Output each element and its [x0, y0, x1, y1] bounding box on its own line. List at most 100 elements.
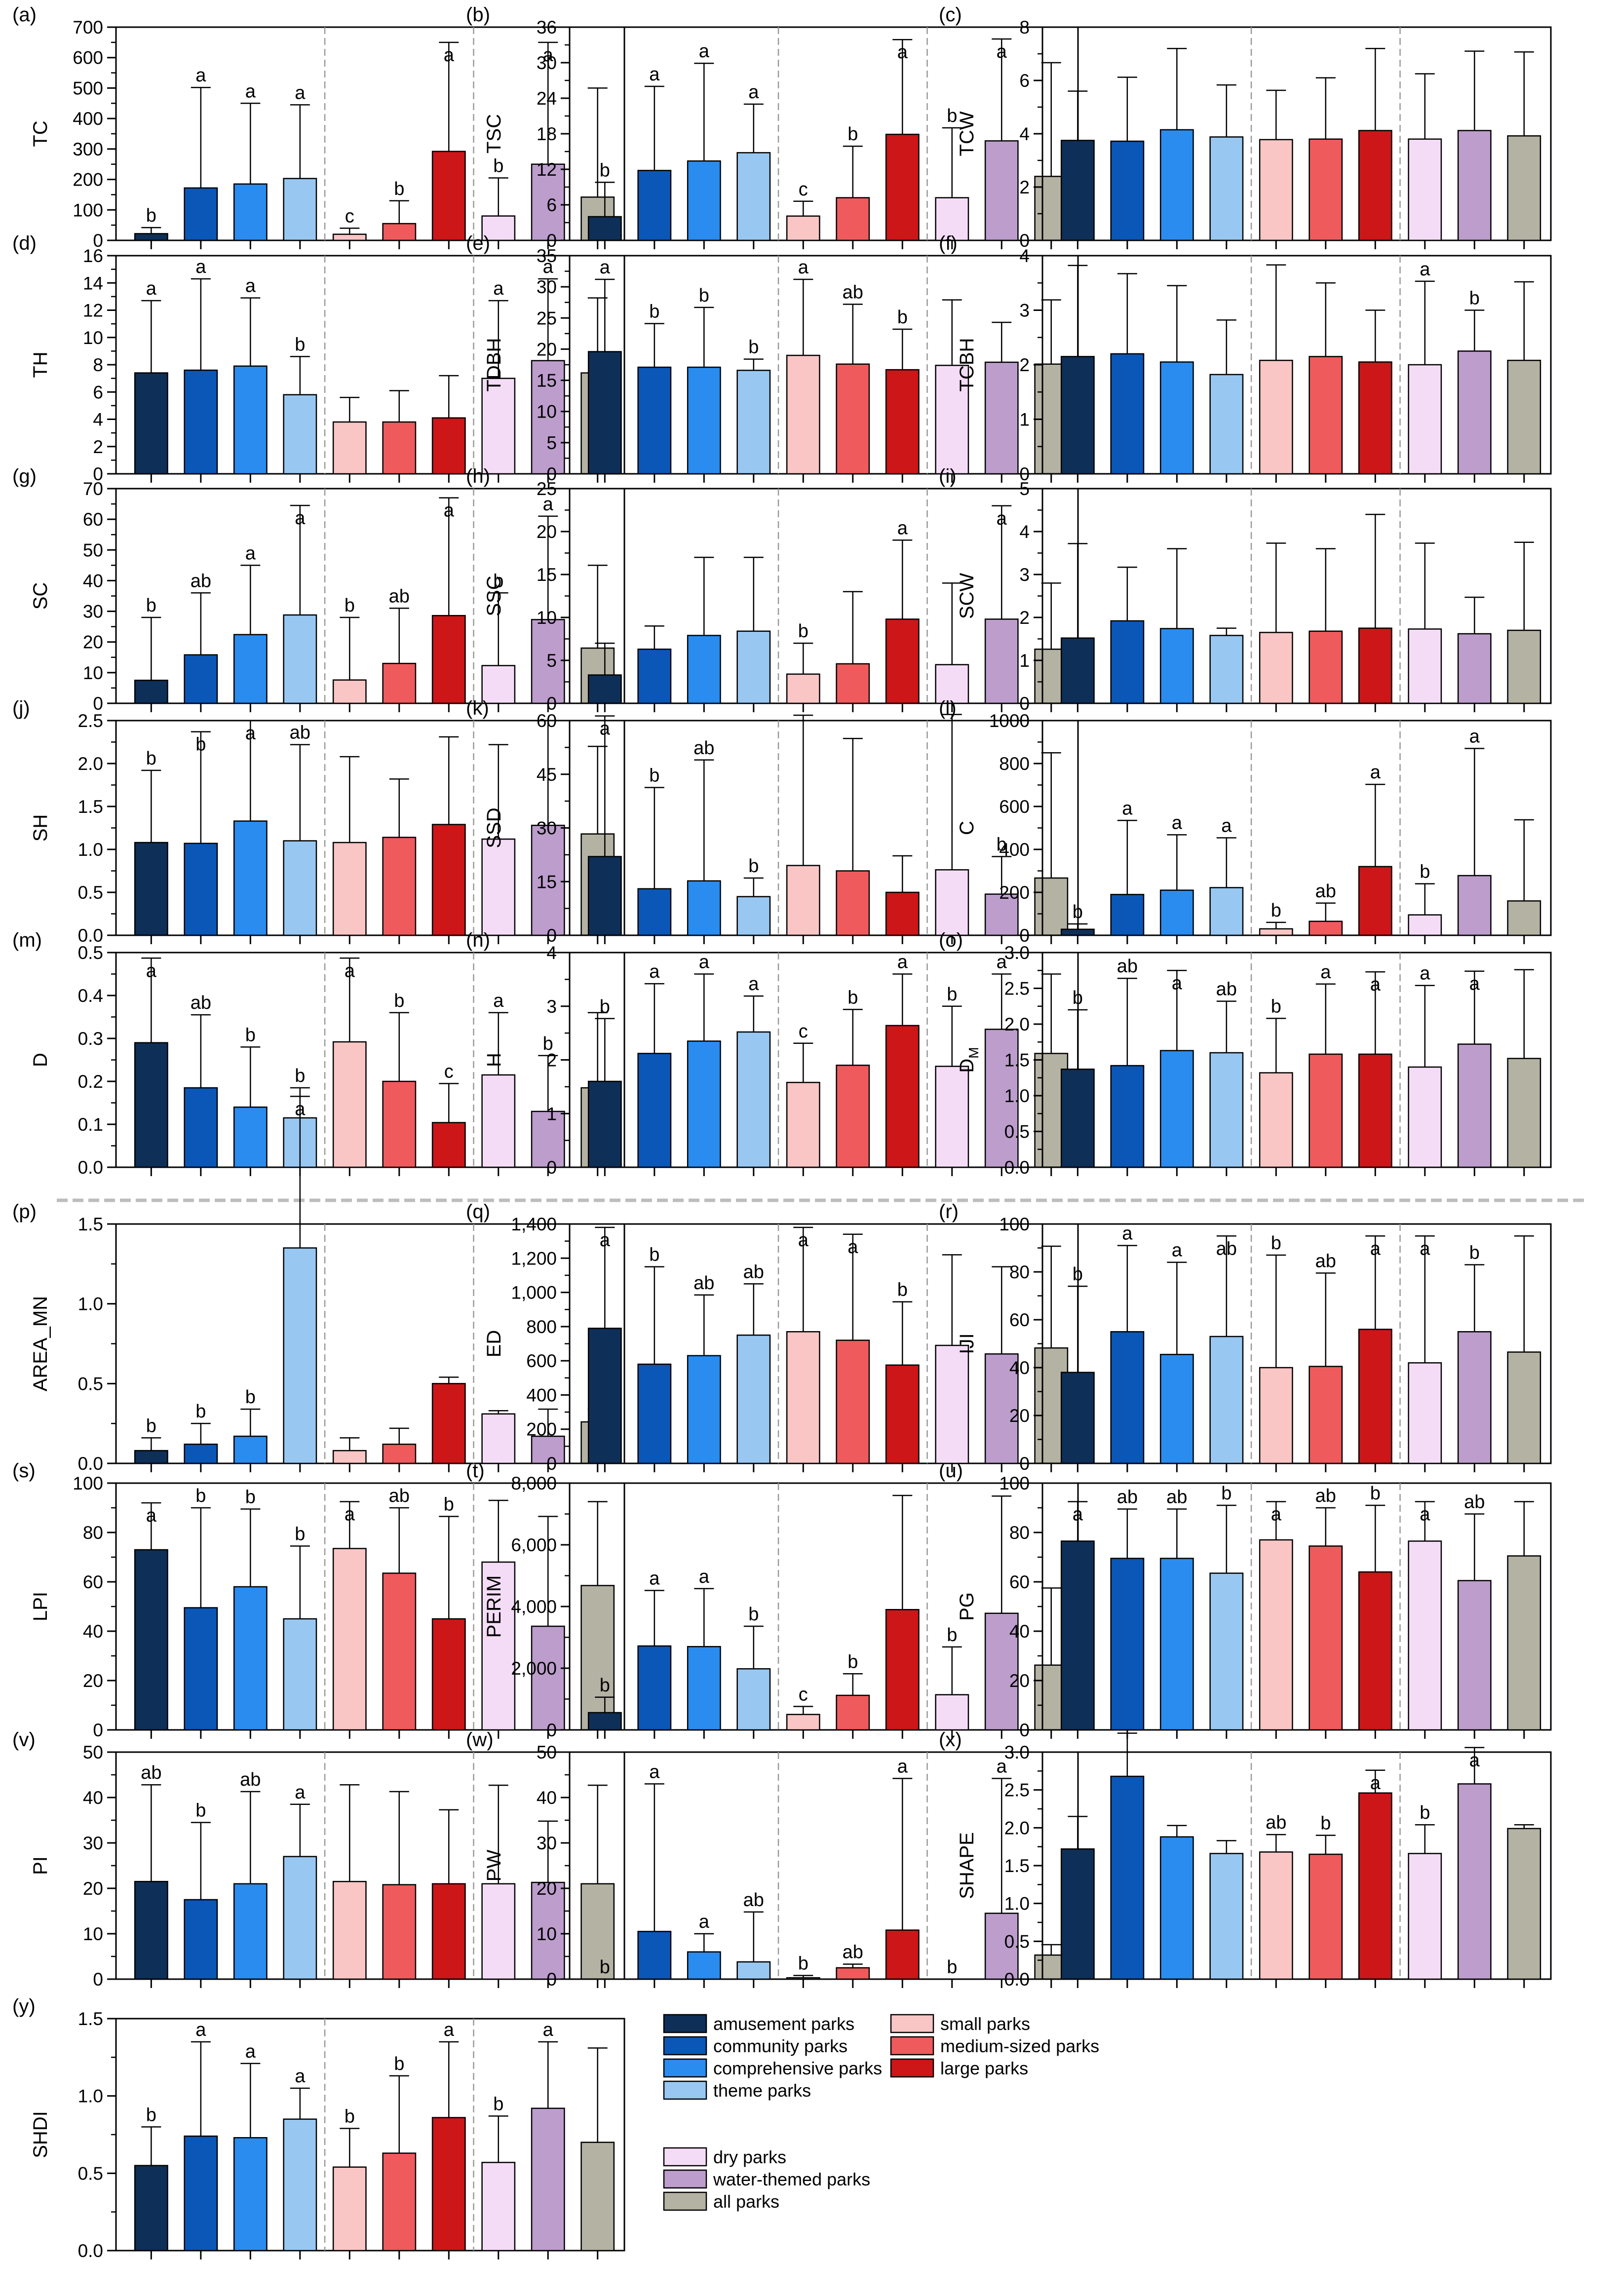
y-tick-label: 36	[537, 17, 557, 38]
bar-dry	[935, 1344, 969, 1464]
y-axis-label-p: AREA_MN	[30, 1296, 51, 1391]
significance-letter: a	[1122, 798, 1133, 819]
y-tick-label: 10	[537, 402, 557, 422]
bar-large	[885, 618, 920, 704]
y-axis-label-c: TCW	[956, 111, 978, 156]
significance-letter: b	[394, 179, 404, 199]
bar-dry	[481, 1074, 516, 1168]
significance-letter: b	[600, 1675, 610, 1696]
y-axis-label-d: TH	[30, 351, 51, 378]
significance-letter: a	[146, 278, 157, 299]
y-tick-label: 10	[83, 663, 103, 683]
y-tick-label: 12	[537, 159, 557, 180]
panel-v: (v) PI 0 10 20 30 40 50 ab b ab a	[12, 1729, 625, 1990]
significance-letter: b	[493, 571, 503, 591]
significance-letter: b	[1320, 1813, 1331, 1834]
y-tick-label: 0.0	[78, 1157, 103, 1178]
y-tick-label: 0.5	[78, 943, 103, 963]
bar-comprehensive	[687, 1355, 721, 1464]
y-tick-label: 0	[546, 1969, 557, 1990]
bar-medium	[836, 197, 870, 241]
significance-letter: a	[699, 1912, 710, 1932]
y-tick-label: 1.5	[1004, 1050, 1030, 1071]
bar-community	[637, 170, 672, 241]
significance-letter: a	[295, 1782, 306, 1803]
significance-letter: a	[1370, 974, 1381, 995]
significance-letter: ab	[141, 1762, 161, 1783]
legend-label-dry: dry parks	[713, 2147, 786, 2167]
y-tick-label: 1.0	[78, 2086, 103, 2106]
bar-all	[580, 2142, 615, 2252]
significance-letter: a	[195, 257, 206, 277]
y-tick-label: 2	[1019, 355, 1030, 375]
significance-letter: a	[295, 1099, 306, 1119]
significance-letter: a	[1122, 1224, 1133, 1244]
significance-letter: a	[146, 960, 157, 981]
y-tick-label: 40	[1009, 1621, 1030, 1642]
bar-comprehensive	[233, 1883, 268, 1980]
legend-label-water: water-themed parks	[713, 2169, 870, 2189]
bar-small	[786, 354, 820, 475]
significance-letter: b	[1370, 1483, 1381, 1504]
bar-large	[885, 133, 920, 241]
bar-small	[1259, 928, 1293, 936]
significance-letter: b	[146, 2105, 156, 2125]
y-tick-label: 1.5	[78, 1214, 103, 1234]
y-tick-label: 0.2	[78, 1071, 103, 1092]
legend-item-all: all parks	[663, 2191, 779, 2212]
y-axis-label-l: C	[956, 821, 978, 835]
y-tick-label: 1.0	[78, 1294, 103, 1314]
bar-amusement	[587, 351, 622, 475]
y-tick-label: 6	[546, 195, 557, 215]
y-tick-label: 40	[83, 1788, 103, 1808]
significance-letter: a	[146, 1505, 157, 1526]
bar-dry	[481, 1883, 516, 1980]
y-axis-label-t: PERIM	[483, 1575, 505, 1638]
significance-letter: ab	[240, 1769, 261, 1790]
panel-label-q: (q)	[466, 1201, 490, 1223]
significance-letter: b	[649, 1245, 659, 1265]
panel-label-g: (g)	[12, 465, 37, 487]
bar-all	[580, 1585, 615, 1731]
significance-letter: b	[146, 748, 156, 769]
panel-label-d: (d)	[12, 232, 37, 254]
significance-letter: a	[1370, 1773, 1381, 1794]
y-tick-label: 80	[1009, 1523, 1030, 1543]
significance-letter: ab	[1117, 956, 1138, 977]
significance-letter: a	[1469, 1750, 1480, 1771]
bar-community	[1110, 1065, 1145, 1168]
y-axis-label-h: SSC	[483, 575, 505, 616]
legend-label-medium: medium-sized parks	[940, 2036, 1099, 2056]
legend-item-small: small parks	[890, 2014, 1030, 2034]
bar-large	[431, 1618, 466, 1731]
legend-swatch-small	[890, 2014, 934, 2033]
significance-letter: b	[493, 155, 503, 176]
bar-all	[1507, 1058, 1541, 1168]
bar-large	[885, 1364, 920, 1464]
significance-letter: ab	[843, 282, 863, 303]
significance-letter: b	[649, 765, 659, 786]
y-tick-label: 4	[1019, 246, 1030, 266]
significance-letter: ab	[1266, 1812, 1286, 1833]
y-tick-label: 0	[546, 1720, 557, 1740]
significance-letter: a	[295, 82, 306, 103]
significance-letter: b	[649, 302, 659, 322]
bar-medium	[836, 1694, 870, 1731]
y-tick-label: 600	[999, 797, 1030, 817]
y-tick-label: 0	[1019, 1454, 1030, 1474]
significance-letter: b	[1420, 862, 1430, 882]
y-tick-label: 50	[83, 1742, 103, 1762]
bar-community	[184, 369, 218, 475]
significance-letter: b	[798, 1953, 808, 1974]
bar-community	[184, 654, 218, 704]
significance-letter: a	[1420, 259, 1430, 280]
panel-label-r: (r)	[939, 1201, 959, 1223]
y-tick-label: 30	[83, 1833, 103, 1853]
y-tick-label: 4	[1019, 124, 1030, 144]
significance-letter: a	[1221, 816, 1232, 837]
bar-medium	[1309, 1853, 1343, 1980]
bar-all	[1034, 877, 1069, 936]
bar-large	[885, 1025, 920, 1168]
significance-letter: a	[798, 1230, 809, 1251]
